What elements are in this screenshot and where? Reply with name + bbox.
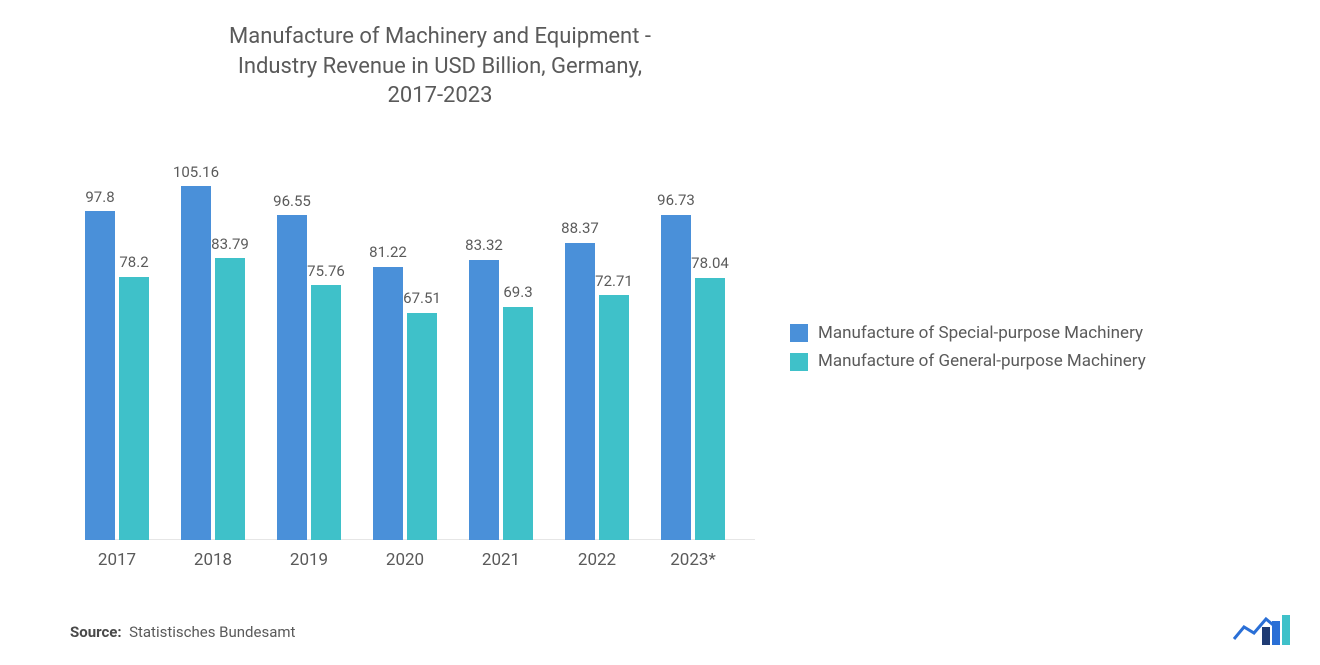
bar-value-label: 78.2: [104, 254, 164, 271]
bar: [407, 313, 437, 540]
bar-value-label: 88.37: [550, 220, 610, 237]
x-tick-label: 2017: [98, 550, 136, 570]
bar-value-label: 96.55: [262, 193, 322, 210]
legend-label-0: Manufacture of Special-purpose Machinery: [818, 320, 1143, 346]
bar-value-label: 81.22: [358, 244, 418, 261]
plot-area: 97.878.22017105.1683.79201896.5575.76201…: [85, 170, 755, 540]
bar-value-label: 83.79: [200, 236, 260, 253]
title-line-2: Industry Revenue in USD Billion, Germany…: [238, 54, 642, 79]
x-tick-label: 2019: [290, 550, 328, 570]
bar: [503, 307, 533, 540]
bar-value-label: 75.76: [296, 263, 356, 280]
x-tick-label: 2022: [578, 550, 616, 570]
brand-logo: [1232, 613, 1290, 645]
bar: [695, 278, 725, 540]
bar-value-label: 72.71: [584, 273, 644, 290]
x-tick-label: 2021: [482, 550, 520, 570]
legend: Manufacture of Special-purpose Machinery…: [790, 320, 1146, 377]
bar: [119, 277, 149, 540]
bar-value-label: 78.04: [680, 255, 740, 272]
legend-swatch-1: [790, 353, 808, 371]
x-tick-label: 2018: [194, 550, 232, 570]
bar-value-label: 67.51: [392, 290, 452, 307]
source-label: Source:: [70, 623, 122, 641]
bar: [599, 295, 629, 540]
bar: [215, 258, 245, 540]
title-line-1: Manufacture of Machinery and Equipment -: [229, 24, 651, 49]
legend-label-1: Manufacture of General-purpose Machinery: [818, 348, 1146, 374]
x-tick-label: 2023*: [670, 550, 716, 570]
bar-value-label: 105.16: [166, 164, 226, 181]
source-text: Statistisches Bundesamt: [129, 623, 295, 641]
legend-item-1: Manufacture of General-purpose Machinery: [790, 348, 1146, 374]
bar-value-label: 69.3: [488, 284, 548, 301]
x-tick-label: 2020: [386, 550, 424, 570]
chart-title: Manufacture of Machinery and Equipment -…: [60, 0, 820, 111]
title-line-3: 2017-2023: [388, 83, 493, 108]
chart-container: Manufacture of Machinery and Equipment -…: [0, 0, 1320, 665]
bar: [311, 285, 341, 540]
legend-item-0: Manufacture of Special-purpose Machinery: [790, 320, 1146, 346]
bar: [469, 260, 499, 540]
bar-value-label: 97.8: [70, 189, 130, 206]
bar-value-label: 83.32: [454, 237, 514, 254]
bar: [373, 267, 403, 540]
source-citation: Source: Statistisches Bundesamt: [70, 623, 295, 641]
legend-swatch-0: [790, 324, 808, 342]
bar-value-label: 96.73: [646, 192, 706, 209]
